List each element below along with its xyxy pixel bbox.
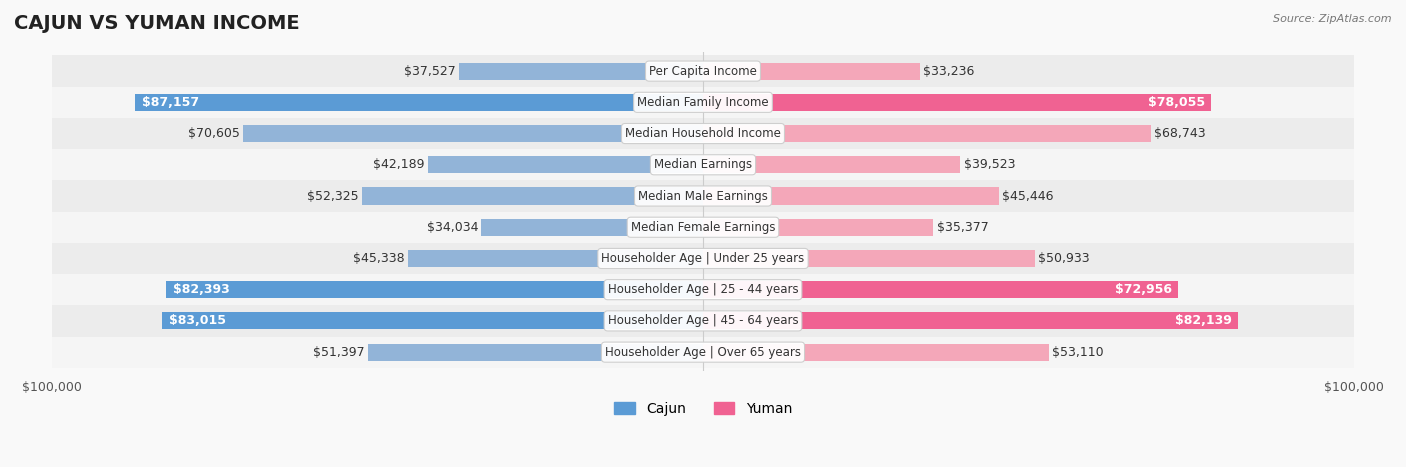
Text: Householder Age | Under 25 years: Householder Age | Under 25 years [602, 252, 804, 265]
Text: $87,157: $87,157 [142, 96, 198, 109]
Bar [162, 312, 703, 330]
Bar [703, 250, 1035, 267]
Bar [458, 63, 703, 80]
Text: $72,956: $72,956 [1115, 283, 1171, 296]
Text: Median Female Earnings: Median Female Earnings [631, 221, 775, 234]
Text: $50,933: $50,933 [1038, 252, 1090, 265]
Text: $70,605: $70,605 [188, 127, 240, 140]
Text: $45,338: $45,338 [353, 252, 405, 265]
Bar [52, 180, 1354, 212]
Bar [703, 344, 1049, 361]
Text: $37,527: $37,527 [404, 64, 456, 78]
Bar [703, 219, 934, 236]
Bar [135, 94, 703, 111]
Text: Householder Age | 25 - 44 years: Householder Age | 25 - 44 years [607, 283, 799, 296]
Bar [52, 337, 1354, 368]
Bar [52, 274, 1354, 305]
Text: Median Male Earnings: Median Male Earnings [638, 190, 768, 203]
Bar [52, 212, 1354, 243]
Text: $68,743: $68,743 [1154, 127, 1206, 140]
Text: $52,325: $52,325 [308, 190, 359, 203]
Bar [52, 87, 1354, 118]
Text: $51,397: $51,397 [314, 346, 366, 359]
Bar [703, 63, 920, 80]
Bar [52, 243, 1354, 274]
Bar [52, 149, 1354, 180]
Bar [703, 312, 1239, 330]
Bar [368, 344, 703, 361]
Text: $53,110: $53,110 [1052, 346, 1104, 359]
Bar [703, 156, 960, 173]
Text: Per Capita Income: Per Capita Income [650, 64, 756, 78]
Text: Source: ZipAtlas.com: Source: ZipAtlas.com [1274, 14, 1392, 24]
Bar [703, 94, 1212, 111]
Text: Median Household Income: Median Household Income [626, 127, 780, 140]
Text: Householder Age | Over 65 years: Householder Age | Over 65 years [605, 346, 801, 359]
Bar [703, 281, 1178, 298]
Bar [52, 305, 1354, 337]
Text: $83,015: $83,015 [169, 314, 226, 327]
Bar [166, 281, 703, 298]
Bar [703, 187, 1000, 205]
Text: Median Earnings: Median Earnings [654, 158, 752, 171]
Text: Householder Age | 45 - 64 years: Householder Age | 45 - 64 years [607, 314, 799, 327]
Text: Median Family Income: Median Family Income [637, 96, 769, 109]
Bar [703, 125, 1152, 142]
Text: $42,189: $42,189 [374, 158, 425, 171]
Bar [52, 56, 1354, 87]
Bar [481, 219, 703, 236]
Text: $34,034: $34,034 [426, 221, 478, 234]
Text: CAJUN VS YUMAN INCOME: CAJUN VS YUMAN INCOME [14, 14, 299, 33]
Bar [408, 250, 703, 267]
Bar [52, 118, 1354, 149]
Text: $35,377: $35,377 [936, 221, 988, 234]
Bar [243, 125, 703, 142]
Text: $82,393: $82,393 [173, 283, 229, 296]
Text: $78,055: $78,055 [1147, 96, 1205, 109]
Legend: Cajun, Yuman: Cajun, Yuman [609, 396, 797, 421]
Text: $45,446: $45,446 [1002, 190, 1054, 203]
Text: $39,523: $39,523 [963, 158, 1015, 171]
Text: $82,139: $82,139 [1174, 314, 1232, 327]
Bar [363, 187, 703, 205]
Text: $33,236: $33,236 [922, 64, 974, 78]
Bar [429, 156, 703, 173]
